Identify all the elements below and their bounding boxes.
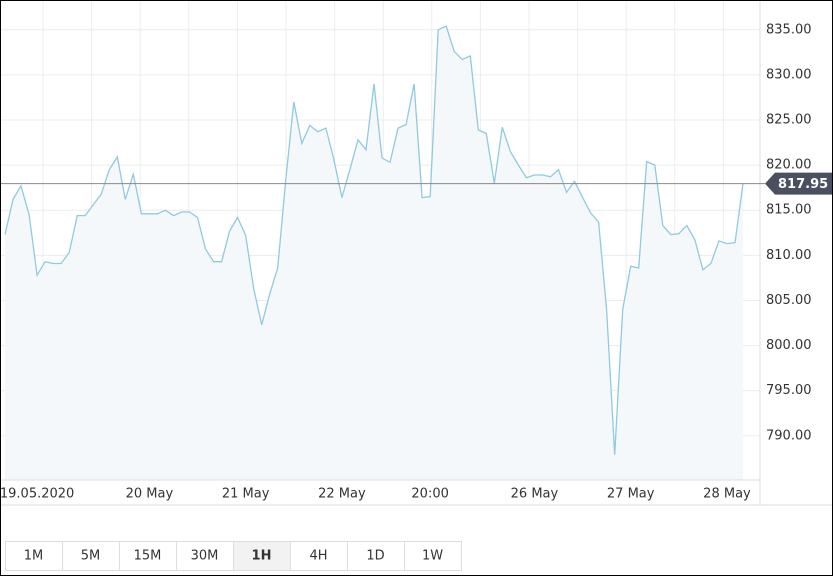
y-tick-label: 795.00: [766, 383, 812, 398]
x-tick-label: 27 May: [607, 487, 655, 502]
y-tick-label: 810.00: [766, 248, 812, 263]
x-tick-label: 19.05.2020: [0, 487, 74, 502]
y-tick-label: 800.00: [766, 338, 812, 353]
timeframe-button[interactable]: 4H: [290, 541, 348, 571]
y-tick-label: 815.00: [766, 203, 812, 218]
timeframe-button[interactable]: 15M: [119, 541, 177, 571]
button-label: 30M: [191, 549, 219, 564]
x-tick-label: 20 May: [126, 487, 174, 502]
x-tick-label: 20:00: [411, 487, 448, 502]
button-label: 1M: [24, 549, 44, 564]
y-tick-label: 835.00: [766, 22, 812, 37]
x-tick-label: 21 May: [222, 487, 270, 502]
button-label: 1D: [366, 549, 384, 564]
current-price-tag: [765, 172, 832, 195]
y-tick-label: 825.00: [766, 113, 812, 128]
button-box: [233, 541, 291, 571]
area-fill: [5, 26, 743, 480]
y-tick-label: 790.00: [766, 428, 812, 443]
current-price-label: 817.95: [778, 177, 828, 192]
y-tick-label: 820.00: [766, 158, 812, 173]
x-tick-label: 22 May: [318, 487, 366, 502]
button-label: 5M: [81, 549, 101, 564]
button-box: [290, 541, 348, 571]
timeframe-button[interactable]: 1M: [5, 541, 63, 571]
price-line: [4, 25, 744, 455]
button-box: [119, 541, 177, 571]
timeframe-button[interactable]: 1H: [233, 541, 291, 571]
timeframe-button[interactable]: 1W: [404, 541, 462, 571]
timeframe-button[interactable]: 1D: [347, 541, 405, 571]
button-box: [5, 541, 63, 571]
y-tick-label: 805.00: [766, 293, 812, 308]
timeframe-button[interactable]: 30M: [176, 541, 234, 571]
button-label: 1H: [252, 549, 272, 564]
x-tick-label: 26 May: [511, 487, 559, 502]
timeframe-button[interactable]: 5M: [62, 541, 120, 571]
button-label: 4H: [309, 549, 327, 564]
y-tick-label: 830.00: [766, 67, 812, 82]
button-label: 15M: [134, 549, 162, 564]
button-label: 1W: [422, 549, 443, 564]
button-box: [404, 541, 462, 571]
button-box: [347, 541, 405, 571]
x-tick-label: 28 May: [703, 487, 751, 502]
